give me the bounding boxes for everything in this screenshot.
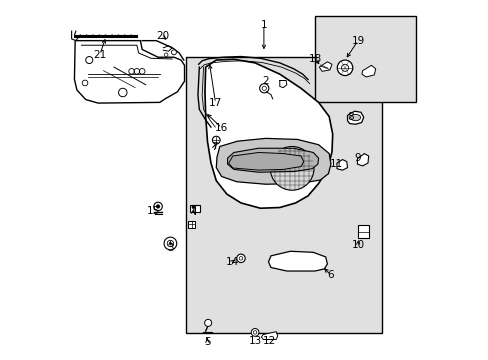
Circle shape xyxy=(251,329,259,336)
Circle shape xyxy=(236,254,244,262)
Circle shape xyxy=(204,319,211,327)
Bar xyxy=(190,205,200,212)
Polygon shape xyxy=(261,332,277,339)
Text: 13: 13 xyxy=(248,336,261,346)
Circle shape xyxy=(156,205,160,208)
Polygon shape xyxy=(204,59,332,208)
Polygon shape xyxy=(268,251,327,271)
Bar xyxy=(188,221,195,228)
Text: 9: 9 xyxy=(354,153,361,163)
Polygon shape xyxy=(227,148,318,172)
Polygon shape xyxy=(319,62,331,71)
Polygon shape xyxy=(357,154,368,166)
Polygon shape xyxy=(74,41,184,103)
Text: 11: 11 xyxy=(329,159,342,169)
Circle shape xyxy=(164,53,167,57)
Polygon shape xyxy=(228,153,303,170)
Text: 1: 1 xyxy=(260,20,266,30)
Text: 10: 10 xyxy=(351,240,364,250)
Circle shape xyxy=(154,202,162,211)
Text: 14: 14 xyxy=(225,257,238,267)
Bar xyxy=(186,57,381,333)
Text: 19: 19 xyxy=(351,36,364,46)
Circle shape xyxy=(337,60,352,76)
Polygon shape xyxy=(216,138,330,184)
Text: 12: 12 xyxy=(263,336,276,346)
Text: 16: 16 xyxy=(215,123,228,133)
Circle shape xyxy=(164,237,176,250)
Bar xyxy=(314,16,415,102)
Text: 5: 5 xyxy=(203,337,210,347)
Circle shape xyxy=(259,84,268,93)
Text: 6: 6 xyxy=(327,270,334,280)
Polygon shape xyxy=(361,66,375,77)
Ellipse shape xyxy=(350,114,360,121)
Polygon shape xyxy=(336,159,347,170)
Text: 21: 21 xyxy=(93,50,106,60)
Text: 17: 17 xyxy=(208,98,222,108)
Bar xyxy=(357,225,368,238)
Text: 8: 8 xyxy=(346,112,353,122)
Text: 18: 18 xyxy=(308,54,321,64)
Text: 2: 2 xyxy=(262,76,268,86)
Circle shape xyxy=(171,50,176,55)
Polygon shape xyxy=(347,111,363,124)
Text: 4: 4 xyxy=(190,207,196,217)
Circle shape xyxy=(212,136,220,144)
Text: 7: 7 xyxy=(211,142,217,152)
Text: 3: 3 xyxy=(167,243,173,253)
Circle shape xyxy=(192,206,194,208)
Text: 15: 15 xyxy=(146,206,160,216)
Circle shape xyxy=(270,147,313,190)
Text: 20: 20 xyxy=(156,31,169,41)
